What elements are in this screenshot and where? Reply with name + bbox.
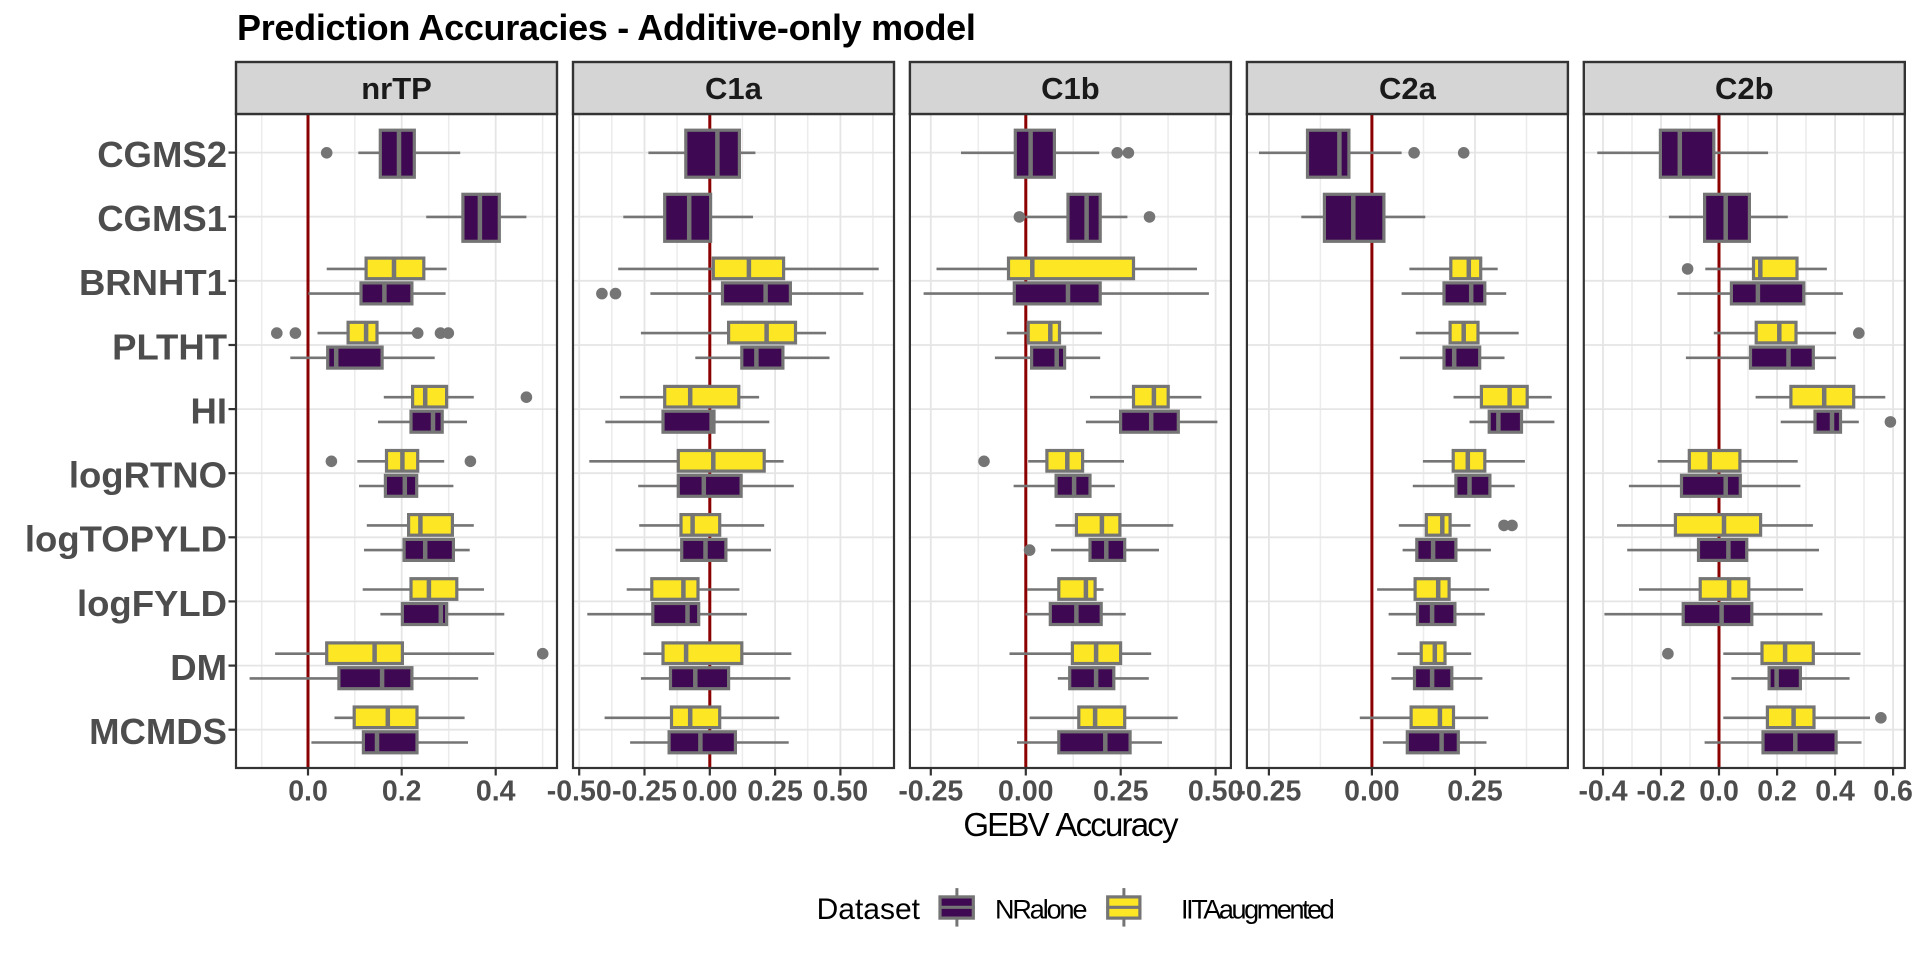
- svg-text:C2b: C2b: [1715, 71, 1774, 106]
- svg-text:0.25: 0.25: [747, 776, 803, 808]
- svg-text:C1b: C1b: [1041, 71, 1100, 106]
- svg-text:-0.25: -0.25: [898, 776, 963, 808]
- svg-text:BRNHT1: BRNHT1: [79, 262, 227, 303]
- svg-text:-0.50: -0.50: [547, 776, 612, 808]
- svg-text:0.4: 0.4: [476, 776, 516, 808]
- svg-text:logRTNO: logRTNO: [69, 455, 227, 496]
- svg-text:0.2: 0.2: [382, 776, 422, 808]
- svg-text:0.25: 0.25: [1447, 776, 1503, 808]
- svg-text:-0.25: -0.25: [612, 776, 677, 808]
- svg-text:logTOPYLD: logTOPYLD: [25, 519, 227, 560]
- svg-text:0.6: 0.6: [1873, 776, 1913, 808]
- svg-text:DM: DM: [170, 647, 227, 688]
- svg-text:-0.25: -0.25: [1236, 776, 1301, 808]
- svg-text:0.00: 0.00: [998, 776, 1053, 808]
- svg-text:0.25: 0.25: [1093, 776, 1149, 808]
- svg-text:GEBV Accuracy: GEBV Accuracy: [963, 806, 1179, 843]
- svg-text:logFYLD: logFYLD: [77, 583, 227, 624]
- svg-text:-0.2: -0.2: [1636, 776, 1685, 808]
- svg-text:0.2: 0.2: [1757, 776, 1797, 808]
- svg-text:0.50: 0.50: [1188, 776, 1243, 808]
- svg-text:C2a: C2a: [1379, 71, 1437, 106]
- svg-text:Prediction Accuracies - Additi: Prediction Accuracies - Additive-only mo…: [237, 7, 976, 48]
- svg-text:Dataset: Dataset: [817, 893, 921, 926]
- svg-text:-0.4: -0.4: [1578, 776, 1627, 808]
- svg-text:MCMDS: MCMDS: [89, 711, 227, 752]
- svg-text:NRalone: NRalone: [995, 894, 1086, 924]
- svg-text:IITAaugmented: IITAaugmented: [1181, 894, 1334, 924]
- svg-text:0.4: 0.4: [1815, 776, 1855, 808]
- svg-text:0.00: 0.00: [1344, 776, 1399, 808]
- svg-text:0.0: 0.0: [1699, 776, 1739, 808]
- svg-text:CGMS1: CGMS1: [97, 198, 227, 239]
- svg-text:nrTP: nrTP: [361, 71, 432, 106]
- svg-text:CGMS2: CGMS2: [97, 134, 227, 175]
- svg-text:0.00: 0.00: [682, 776, 737, 808]
- svg-text:PLTHT: PLTHT: [112, 326, 227, 367]
- svg-text:0.50: 0.50: [813, 776, 868, 808]
- svg-text:0.0: 0.0: [288, 776, 328, 808]
- svg-text:HI: HI: [191, 391, 228, 432]
- svg-text:C1a: C1a: [705, 71, 763, 106]
